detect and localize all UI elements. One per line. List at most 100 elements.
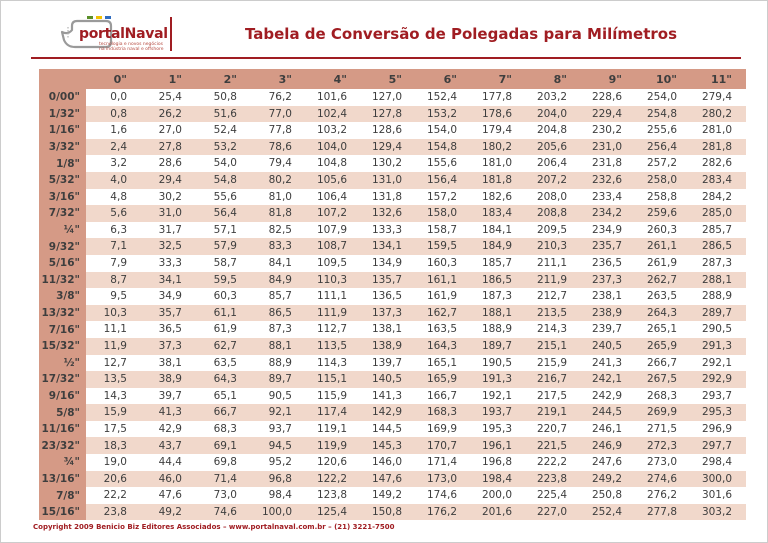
row-label: 3/8" [39,288,86,305]
table-cell: 208,0 [526,188,581,206]
table-cell: 215,9 [526,354,581,372]
table-cell: 141,3 [361,387,416,405]
column-header: 11" [691,69,746,89]
table-cell: 122,2 [306,470,361,488]
table-cell: 102,4 [306,105,361,123]
table-corner [39,69,86,89]
table-cell: 214,3 [526,321,581,338]
table-cell: 229,4 [581,105,636,123]
row-label: 5/16" [39,254,86,272]
table-cell: 292,9 [691,371,746,388]
table-cell: 53,2 [196,138,251,156]
table-cell: 104,8 [306,155,361,172]
table-cell: 112,7 [306,321,361,338]
table-cell: 158,7 [416,221,471,239]
table-cell: 1,6 [86,122,141,139]
table-cell: 12,7 [86,354,141,372]
table-cell: 191,3 [471,371,526,388]
table-cell: 269,9 [636,404,691,421]
table-row: 3/32" 2,4 27,8 53,2 78,6 104,0 129,4 154,8 180,2… [39,138,746,156]
table-cell: 29,4 [141,171,196,189]
table-cell: 225,4 [526,487,581,504]
table-cell: 88,9 [251,354,306,372]
table-cell: 80,2 [251,171,306,189]
table-cell: 76,2 [251,89,306,106]
row-label: 15/16" [39,503,86,521]
table-cell: 161,9 [416,288,471,305]
table-cell: 285,7 [691,221,746,239]
table-cell: 221,5 [526,437,581,455]
table-cell: 144,5 [361,420,416,438]
row-label: 7/16" [39,321,86,338]
table-cell: 159,5 [416,238,471,255]
table-cell: 181,8 [471,171,526,189]
table-cell: 203,2 [526,89,581,106]
table-cell: 93,7 [251,420,306,438]
table-cell: 293,7 [691,387,746,405]
table-cell: 134,1 [361,238,416,255]
table-cell: 276,2 [636,487,691,504]
table-cell: 7,1 [86,238,141,255]
table-cell: 19,0 [86,454,141,471]
table-cell: 66,7 [196,404,251,421]
table-cell: 79,4 [251,155,306,172]
table-cell: 291,3 [691,337,746,355]
table-cell: 182,6 [471,188,526,206]
table-cell: 43,7 [141,437,196,455]
table-cell: 223,8 [526,470,581,488]
table-cell: 127,0 [361,89,416,106]
table-cell: 107,9 [306,221,361,239]
table-cell: 242,9 [581,387,636,405]
table-cell: 138,9 [361,337,416,355]
table-cell: 162,7 [416,304,471,322]
table-cell: 196,1 [471,437,526,455]
table-cell: 98,4 [251,487,306,504]
table-cell: 235,7 [581,238,636,255]
table-cell: 94,5 [251,437,306,455]
row-label: ¼" [39,221,86,239]
column-header: 9" [581,69,636,89]
table-cell: 105,6 [306,171,361,189]
table-cell: 132,6 [361,205,416,222]
table-cell: 35,7 [141,304,196,322]
column-header: 2" [196,69,251,89]
table-cell: 187,3 [471,288,526,305]
header-divider [170,17,172,51]
table-cell: 104,0 [306,138,361,156]
table-cell: 39,7 [141,387,196,405]
table-cell: 261,9 [636,254,691,272]
table-cell: 154,8 [416,138,471,156]
table-cell: 238,9 [581,304,636,322]
table-cell: 247,6 [581,454,636,471]
table-row: 9/16" 14,3 39,7 65,1 90,5 115,9 141,3 166,7 192,… [39,387,746,405]
table-row: 3/16" 4,8 30,2 55,6 81,0 106,4 131,8 157,2 182,6… [39,188,746,206]
table-cell: 82,5 [251,221,306,239]
table-cell: 88,1 [251,337,306,355]
table-cell: 283,4 [691,171,746,189]
table-row: 11/16" 17,5 42,9 68,3 93,7 119,1 144,5 169,9 195… [39,420,746,438]
table-cell: 111,1 [306,288,361,305]
table-row: 5/8" 15,9 41,3 66,7 92,1 117,4 142,9 168,3 193,7… [39,404,746,421]
table-cell: 284,2 [691,188,746,206]
table-cell: 120,6 [306,454,361,471]
table-row: 7/32" 5,6 31,0 56,4 81,8 107,2 132,6 158,0 183,4… [39,205,746,222]
table-row: 3/8" 9,5 34,9 60,3 85,7 111,1 136,5 161,9 187,3 2… [39,288,746,305]
table-cell: 3,2 [86,155,141,172]
table-row: ½" 12,7 38,1 63,5 88,9 114,3 139,7 165,1 190,5 21… [39,354,746,372]
table-cell: 274,6 [636,470,691,488]
table-cell: 259,6 [636,205,691,222]
row-label: 1/8" [39,155,86,172]
table-cell: 77,8 [251,122,306,139]
ship-icon [60,16,113,49]
table-cell: 168,3 [416,404,471,421]
table-cell: 174,6 [416,487,471,504]
table-cell: 231,8 [581,155,636,172]
table-cell: 211,9 [526,271,581,289]
table-cell: 196,8 [471,454,526,471]
table-cell: 233,4 [581,188,636,206]
table-cell: 69,8 [196,454,251,471]
table-cell: 51,6 [196,105,251,123]
table-cell: 209,5 [526,221,581,239]
table-cell: 216,7 [526,371,581,388]
table-cell: 64,3 [196,371,251,388]
